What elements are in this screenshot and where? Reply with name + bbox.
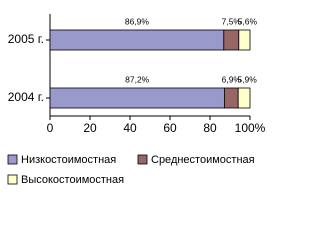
chart: 0 20 40 60 80 100% 2005 г. 86,9% 7,5%5,6% 2004 г.…: [7, 14, 266, 186]
bar-segment: [237, 87, 251, 109]
y-tick-label: 2005 г.: [8, 32, 44, 46]
x-tick-label: 60: [163, 121, 177, 135]
value-label: 7,5%: [222, 16, 242, 26]
x-tick-label: 0: [47, 121, 54, 135]
x-tick-label: 100%: [235, 121, 266, 135]
value-label: 5,9%: [237, 74, 257, 84]
value-label: 5,6%: [238, 16, 258, 26]
x-tick-label: 20: [83, 121, 97, 135]
legend-swatch: [7, 174, 18, 185]
value-label: 86,9%: [125, 16, 150, 26]
y-tick-label: 2004 г.: [8, 90, 44, 104]
legend-label: Среднестоимостная: [151, 154, 255, 166]
legend-swatch: [137, 154, 148, 165]
x-tick-label: 40: [123, 121, 137, 135]
value-label: 6,9%: [222, 74, 242, 84]
legend-label: Низкостоимостная: [21, 154, 116, 166]
bar-segment: [223, 87, 239, 109]
bar-segment: [49, 29, 225, 51]
bar-segment: [238, 29, 251, 51]
legend-label: Высокостоимостная: [21, 174, 124, 186]
value-label: 87,2%: [125, 74, 150, 84]
legend-swatch: [7, 154, 18, 165]
bar-segment: [223, 29, 240, 51]
bar-segment: [49, 87, 225, 109]
x-tick-label: 80: [203, 121, 217, 135]
